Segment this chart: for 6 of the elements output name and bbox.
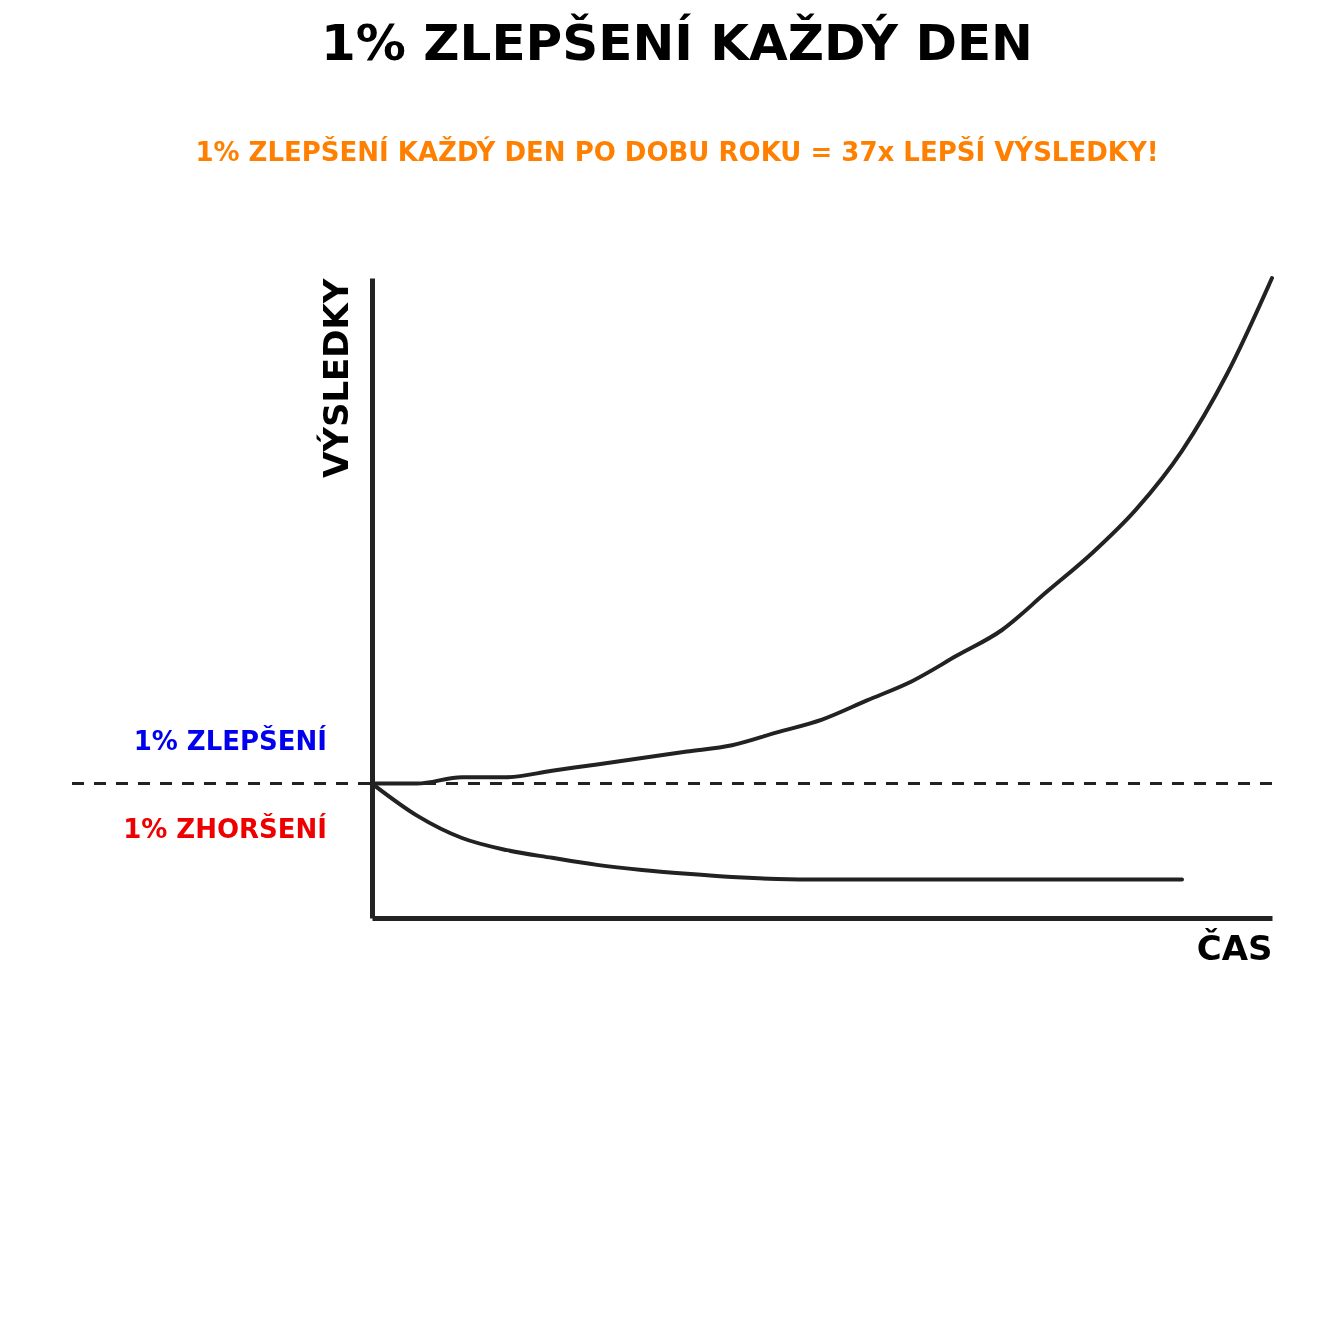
chart-subtitle: 1% ZLEPŠENÍ KAŽDÝ DEN PO DOBU ROKU = 37x LEPŠÍ VÝSLEDKY! — [195, 136, 1159, 167]
text: 1% ZHORŠENÍ — [123, 812, 327, 844]
x-axis-title: ČAS — [1196, 927, 1273, 968]
y-axis-title: VÝSLEDKY — [315, 278, 356, 479]
chart-title: 1% ZLEPŠENÍ KAŽDÝ DEN — [321, 13, 1033, 72]
text: 1% ZLEPŠENÍ — [133, 724, 327, 756]
